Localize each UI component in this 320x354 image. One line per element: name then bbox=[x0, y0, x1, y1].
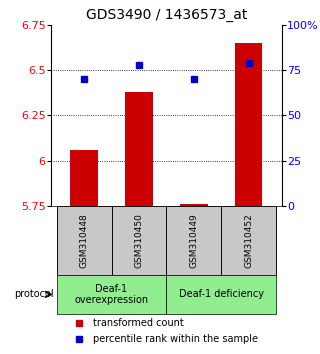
Text: protocol: protocol bbox=[14, 290, 54, 299]
FancyBboxPatch shape bbox=[112, 206, 166, 275]
Text: Deaf-1 deficiency: Deaf-1 deficiency bbox=[179, 290, 264, 299]
Bar bbox=[125, 92, 153, 206]
Text: GSM310450: GSM310450 bbox=[134, 213, 143, 268]
Title: GDS3490 / 1436573_at: GDS3490 / 1436573_at bbox=[86, 8, 247, 22]
Text: GSM310448: GSM310448 bbox=[80, 213, 89, 268]
FancyBboxPatch shape bbox=[221, 206, 276, 275]
Text: percentile rank within the sample: percentile rank within the sample bbox=[93, 334, 258, 344]
Bar bbox=[235, 43, 262, 206]
Bar bbox=[180, 204, 208, 206]
FancyBboxPatch shape bbox=[166, 206, 221, 275]
FancyBboxPatch shape bbox=[57, 206, 112, 275]
Text: Deaf-1
overexpression: Deaf-1 overexpression bbox=[75, 284, 148, 305]
Text: transformed count: transformed count bbox=[93, 319, 183, 329]
Text: GSM310452: GSM310452 bbox=[244, 213, 253, 268]
Text: GSM310449: GSM310449 bbox=[189, 213, 198, 268]
Bar bbox=[70, 150, 98, 206]
FancyBboxPatch shape bbox=[166, 275, 276, 314]
FancyBboxPatch shape bbox=[57, 275, 166, 314]
